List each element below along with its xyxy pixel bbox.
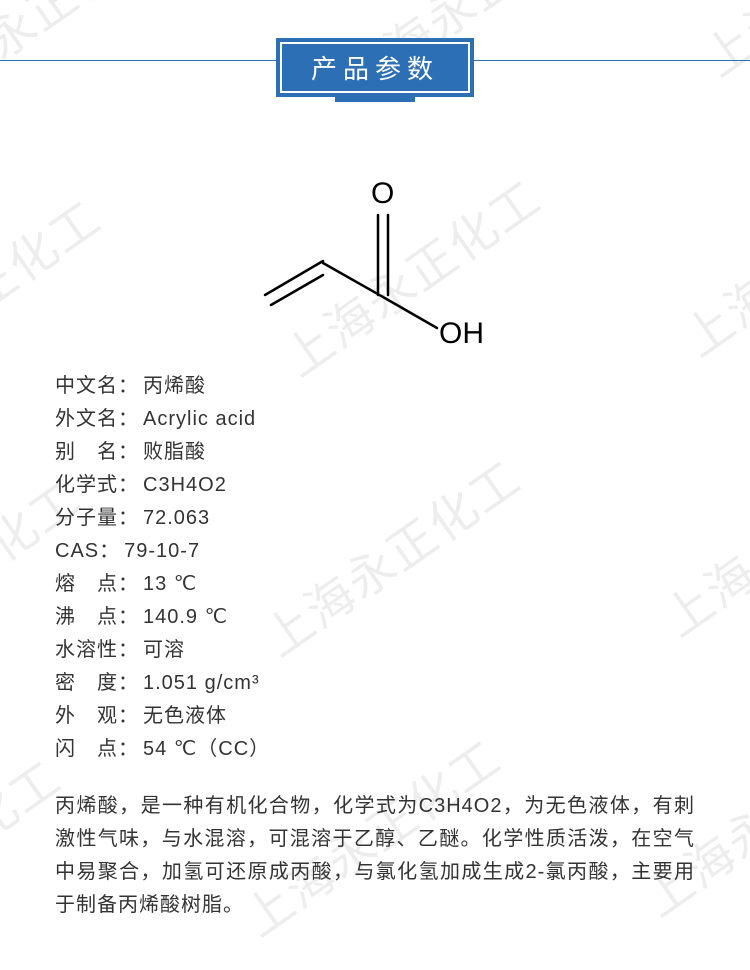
property-label: 沸 点 <box>55 601 118 634</box>
title-underline <box>335 96 415 102</box>
property-value: 13 ℃ <box>143 568 197 601</box>
section-title-box: 产品参数 <box>276 38 474 97</box>
property-value: 72.063 <box>143 502 210 535</box>
property-value: Acrylic acid <box>143 403 256 436</box>
property-row: 别 名：败脂酸 <box>55 436 270 469</box>
property-colon: ： <box>118 733 143 766</box>
atom-o-label: O <box>371 177 394 210</box>
property-colon: ： <box>118 502 143 535</box>
property-colon: ： <box>118 403 143 436</box>
property-row: 外 观：无色液体 <box>55 700 270 733</box>
watermark-text: 上海永正化工 <box>0 0 173 130</box>
property-colon: ： <box>118 700 143 733</box>
property-row: 中文名：丙烯酸 <box>55 370 270 403</box>
property-label: 外 观 <box>55 700 118 733</box>
property-colon: ： <box>118 436 143 469</box>
property-value: 败脂酸 <box>143 436 206 469</box>
property-label: 外文名 <box>55 403 118 436</box>
watermark-text: 上海永正化工 <box>687 0 750 90</box>
property-row: 密 度：1.051 g/cm³ <box>55 667 270 700</box>
property-colon: ： <box>118 601 143 634</box>
property-label: CAS <box>55 535 99 568</box>
section-title: 产品参数 <box>311 54 439 84</box>
watermark-text: 上海永正化工 <box>247 440 533 669</box>
property-label: 分子量 <box>55 502 118 535</box>
property-label: 中文名 <box>55 370 118 403</box>
property-value: 79-10-7 <box>124 535 200 568</box>
property-value: C3H4O2 <box>143 469 227 502</box>
property-colon: ： <box>118 634 143 667</box>
atom-oh-label: OH <box>439 317 484 345</box>
watermark-text: 上海永正化工 <box>667 140 750 369</box>
property-colon: ： <box>118 667 143 700</box>
property-row: 闪 点：54 ℃（CC） <box>55 733 270 766</box>
property-row: 外文名：Acrylic acid <box>55 403 270 436</box>
property-value: 1.051 g/cm³ <box>143 667 260 700</box>
property-row: 沸 点：140.9 ℃ <box>55 601 270 634</box>
property-row: CAS： 79-10-7 <box>55 535 270 568</box>
property-label: 水溶性 <box>55 634 118 667</box>
property-value: 140.9 ℃ <box>143 601 228 634</box>
property-list: 中文名：丙烯酸外文名：Acrylic acid别 名：败脂酸化学式：C3H4O2… <box>55 370 270 766</box>
property-colon: ： <box>118 469 143 502</box>
property-label: 密 度 <box>55 667 118 700</box>
description-text: 丙烯酸，是一种有机化合物，化学式为C3H4O2，为无色液体，有刺激性气味，与水混… <box>55 790 695 922</box>
property-value: 无色液体 <box>143 700 227 733</box>
chemical-structure-diagram: O OH <box>255 145 495 350</box>
property-row: 水溶性：可溶 <box>55 634 270 667</box>
property-row: 化学式：C3H4O2 <box>55 469 270 502</box>
watermark-text: 上海永正化工 <box>647 420 750 649</box>
property-value: 54 ℃（CC） <box>143 733 270 766</box>
property-label: 熔 点 <box>55 568 118 601</box>
property-row: 分子量：72.063 <box>55 502 270 535</box>
property-colon: ： <box>99 535 124 568</box>
property-label: 化学式 <box>55 469 118 502</box>
property-label: 别 名 <box>55 436 118 469</box>
property-colon: ： <box>118 568 143 601</box>
property-value: 可溶 <box>143 634 185 667</box>
property-colon: ： <box>118 370 143 403</box>
property-label: 闪 点 <box>55 733 118 766</box>
property-row: 熔 点：13 ℃ <box>55 568 270 601</box>
property-value: 丙烯酸 <box>143 370 206 403</box>
